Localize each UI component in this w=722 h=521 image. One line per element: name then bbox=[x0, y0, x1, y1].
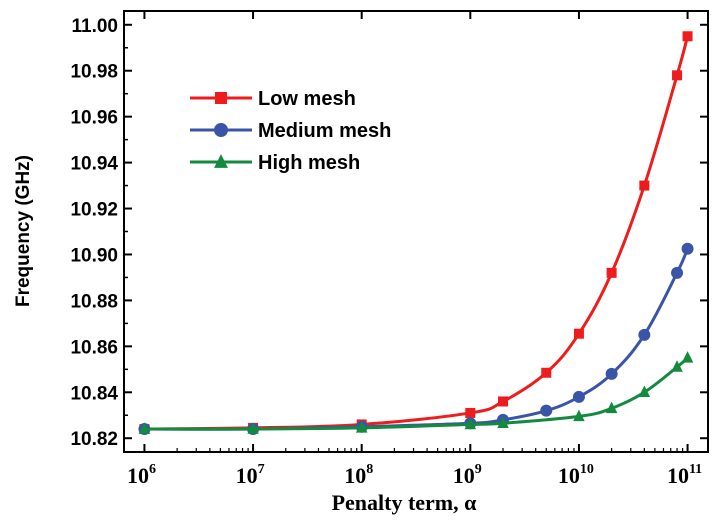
legend-label: Medium mesh bbox=[258, 120, 391, 142]
x-tick-label: 108 bbox=[344, 462, 373, 488]
data-point bbox=[497, 416, 509, 429]
data-point bbox=[138, 422, 151, 434]
data-point bbox=[671, 360, 683, 372]
data-point bbox=[681, 351, 694, 363]
plot-frame bbox=[123, 10, 709, 453]
data-point bbox=[605, 367, 618, 380]
legend-marker bbox=[215, 92, 227, 104]
x-tick-exponent: 8 bbox=[366, 462, 373, 477]
data-point bbox=[606, 267, 617, 278]
data-point bbox=[541, 367, 552, 378]
y-tick-label: 10.96 bbox=[70, 108, 118, 129]
legend-label: Low mesh bbox=[258, 88, 356, 110]
series-line bbox=[144, 248, 689, 431]
data-point bbox=[682, 31, 693, 42]
legend-item: Low mesh bbox=[190, 88, 356, 110]
y-tick-label: 11.00 bbox=[72, 16, 119, 37]
x-tick-label: 107 bbox=[236, 462, 265, 488]
y-axis-title: Frequency (GHz) bbox=[13, 155, 34, 307]
x-tick-base: 10 bbox=[453, 463, 475, 488]
x-tick-exponent: 11 bbox=[689, 462, 702, 477]
data-point bbox=[639, 180, 650, 191]
legend-marker bbox=[214, 123, 228, 137]
y-tick-label: 10.94 bbox=[70, 154, 118, 175]
x-tick-exponent: 10 bbox=[580, 462, 594, 477]
x-tick-exponent: 6 bbox=[149, 462, 156, 477]
y-tick-label: 10.82 bbox=[70, 429, 118, 450]
data-point bbox=[464, 417, 477, 430]
y-tick-label: 10.84 bbox=[70, 383, 118, 404]
data-point bbox=[605, 401, 618, 414]
data-point bbox=[247, 422, 259, 434]
legend: Low mesh Medium mesh High mesh bbox=[190, 88, 391, 174]
data-point bbox=[573, 328, 584, 339]
y-tick-label: 10.88 bbox=[70, 291, 118, 312]
x-tick-label: 106 bbox=[127, 462, 156, 488]
data-point bbox=[355, 421, 368, 433]
x-tick-label: 109 bbox=[453, 462, 482, 488]
series-group bbox=[138, 31, 694, 436]
data-point bbox=[638, 385, 651, 398]
y-tick-label: 10.98 bbox=[70, 62, 118, 83]
x-tick-exponent: 7 bbox=[258, 462, 265, 477]
y-tick-label: 10.86 bbox=[70, 337, 118, 358]
data-point bbox=[498, 396, 509, 407]
x-tick-base: 10 bbox=[558, 463, 580, 488]
data-point bbox=[681, 242, 694, 255]
y-axis: 10.82 10.84 10.86 10.88 10.90 10.92 10.94 10.96… bbox=[70, 16, 708, 450]
data-point bbox=[540, 404, 553, 417]
x-tick-base: 10 bbox=[344, 463, 366, 488]
legend-item: High mesh bbox=[190, 152, 360, 174]
y-tick-label: 10.92 bbox=[70, 200, 118, 221]
x-tick-base: 10 bbox=[236, 463, 258, 488]
x-axis: 106 107 108 109 1010 1011 bbox=[127, 11, 702, 488]
plot-border bbox=[123, 10, 709, 453]
data-point bbox=[671, 266, 684, 279]
x-tick-base: 10 bbox=[127, 463, 149, 488]
y-tick-label: 10.90 bbox=[70, 245, 118, 266]
data-point bbox=[465, 407, 476, 418]
x-tick-base: 10 bbox=[667, 463, 689, 488]
x-axis-title: Penalty term, α bbox=[332, 490, 478, 515]
series-high-mesh bbox=[138, 351, 694, 434]
data-point bbox=[672, 70, 683, 81]
legend-item: Medium mesh bbox=[190, 120, 391, 142]
x-tick-exponent: 9 bbox=[475, 462, 482, 477]
data-point bbox=[573, 409, 585, 422]
x-tick-label: 1010 bbox=[558, 462, 594, 488]
legend-label: High mesh bbox=[258, 152, 360, 174]
legend-marker bbox=[214, 154, 228, 168]
x-tick-label: 1011 bbox=[667, 462, 702, 488]
data-point bbox=[572, 390, 585, 403]
data-point bbox=[638, 328, 651, 341]
